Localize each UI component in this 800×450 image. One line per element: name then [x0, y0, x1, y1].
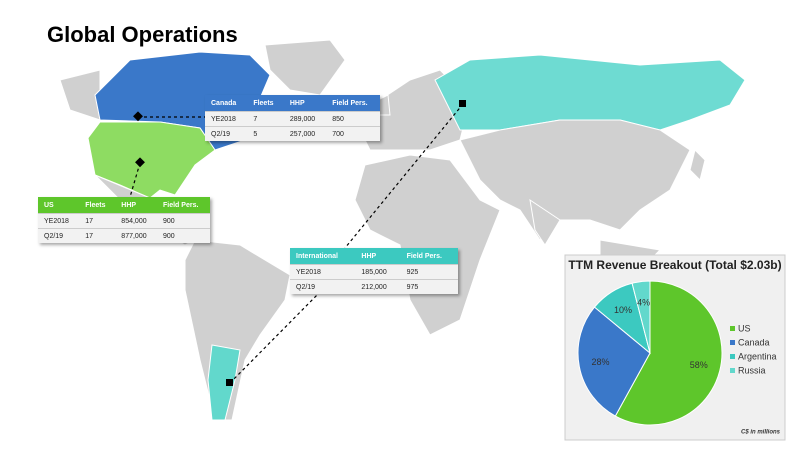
- table-cell: 5: [247, 126, 284, 141]
- table-header: Field Pers.: [332, 99, 368, 107]
- table-header: US: [44, 201, 54, 209]
- alaska: [59, 69, 101, 121]
- table-cell: 854,000: [115, 213, 157, 229]
- south-america: [184, 239, 291, 421]
- india: [529, 198, 561, 246]
- table-header: International: [296, 252, 339, 260]
- ops-table: International HHP Field Pers. YE2018 185,000…: [290, 248, 458, 294]
- slice-label: 10%: [614, 305, 632, 315]
- table-cell: 850: [326, 111, 380, 127]
- legend-swatch: [730, 368, 735, 373]
- page-title: Global Operations: [47, 22, 238, 47]
- table-header: Field Pers.: [406, 252, 442, 260]
- table-cell: YE2018: [205, 111, 248, 127]
- legend-label: Argentina: [738, 351, 777, 361]
- table-cell: Q2/19: [38, 228, 80, 243]
- japan: [689, 149, 706, 181]
- russia: [434, 54, 746, 131]
- table-cell: Q2/19: [290, 279, 356, 294]
- table-cell: 877,000: [115, 228, 157, 243]
- marker: [459, 100, 466, 107]
- table-cell: Q2/19: [205, 126, 248, 141]
- chart-title: TTM Revenue Breakout (Total $2.03b): [568, 258, 781, 272]
- slice-label: 58%: [690, 360, 708, 370]
- table-cell: 900: [157, 213, 210, 229]
- greenland: [264, 39, 346, 96]
- connector: [344, 103, 464, 249]
- pie-slice: [614, 280, 723, 426]
- table-cell: 185,000: [355, 264, 401, 280]
- table-cell: YE2018: [290, 264, 356, 280]
- legend-label: Russia: [738, 365, 766, 375]
- slice-label: 28%: [591, 357, 609, 367]
- table-cell: 7: [247, 111, 284, 127]
- table-cell: 700: [326, 126, 380, 141]
- table-header: Canada: [211, 99, 237, 107]
- table-cell: 289,000: [283, 111, 327, 127]
- table-cell: 257,000: [283, 126, 327, 141]
- asia: [459, 119, 691, 241]
- table-header: Field Pers.: [163, 201, 199, 209]
- pie-slice: [577, 306, 651, 417]
- ops-table: US Fleets HHP Field Pers. YE2018 17 854,000 900…: [38, 197, 210, 243]
- pie-slice: [631, 280, 651, 354]
- marker: [135, 157, 145, 168]
- africa: [354, 154, 501, 336]
- legend-swatch: [730, 340, 735, 345]
- legend-label: US: [738, 323, 751, 333]
- legend-label: Canada: [738, 337, 770, 347]
- marker: [133, 111, 143, 122]
- argentina: [207, 344, 241, 421]
- table-header: HHP: [289, 99, 305, 107]
- table-cell: YE2018: [38, 213, 80, 229]
- legend-swatch: [730, 354, 735, 359]
- table-cell: 17: [79, 213, 116, 229]
- table-cell: 975: [400, 279, 458, 294]
- table-cell: 900: [157, 228, 210, 243]
- table-header: Fleets: [253, 99, 274, 107]
- table-cell: 17: [79, 228, 116, 243]
- table-cell: 925: [400, 264, 458, 280]
- table-header: HHP: [361, 252, 377, 260]
- table-header: HHP: [121, 201, 137, 209]
- legend-swatch: [730, 326, 735, 331]
- table-cell: 212,000: [355, 279, 401, 294]
- table-header: Fleets: [85, 201, 106, 209]
- ops-table: Canada Fleets HHP Field Pers. YE2018 7 289,000…: [205, 95, 380, 141]
- marker: [226, 379, 233, 386]
- slice-label: 4%: [637, 297, 650, 307]
- footnote: C$ in millions: [741, 430, 781, 436]
